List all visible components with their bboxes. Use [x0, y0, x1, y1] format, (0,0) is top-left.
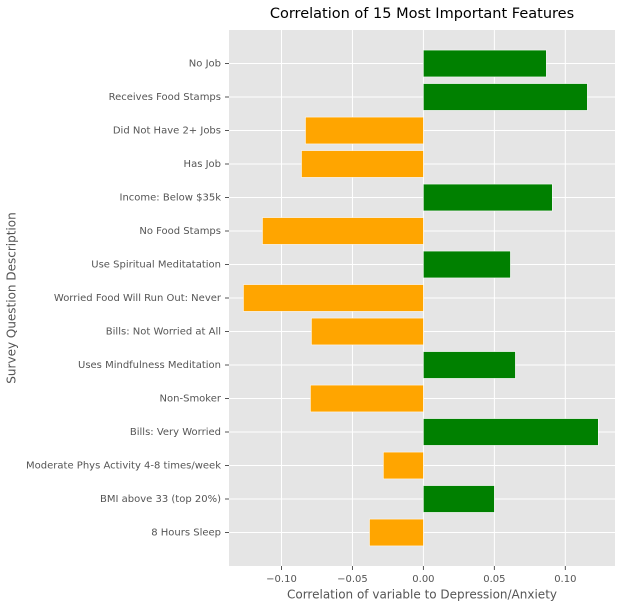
y-tick-label: 8 Hours Sleep [151, 528, 221, 539]
x-tick-label: −0.10 [266, 574, 297, 585]
y-tick-label: Receives Food Stamps [109, 92, 221, 103]
y-tick-label: Worried Food Will Run Out: Never [54, 293, 222, 304]
bar [305, 116, 424, 145]
x-tick-label: −0.05 [337, 574, 368, 585]
bar [423, 49, 547, 78]
bar [423, 351, 516, 379]
bar [262, 217, 424, 245]
y-tick-label: Moderate Phys Activity 4-8 times/week [26, 461, 221, 472]
bar [423, 83, 588, 111]
x-tick-label: 0.00 [412, 574, 434, 585]
y-tick-label: Has Job [184, 159, 221, 170]
bar [301, 150, 424, 178]
y-tick-label: Bills: Not Worried at All [106, 327, 221, 338]
x-tick-label: 0.10 [554, 574, 576, 585]
bar [423, 418, 599, 446]
y-tick-label: Did Not Have 2+ Jobs [113, 126, 221, 137]
chart-title: Correlation of 15 Most Important Feature… [270, 6, 574, 22]
y-tick-label: No Food Stamps [139, 226, 221, 237]
y-tick-label: Bills: Very Worried [130, 427, 221, 438]
bar [311, 317, 424, 346]
x-axis-label: Correlation of variable to Depression/An… [287, 588, 557, 602]
bar [423, 250, 511, 279]
bar [243, 284, 424, 312]
bar [310, 384, 424, 413]
bar [369, 518, 424, 547]
y-tick-label: BMI above 33 (top 20%) [100, 494, 221, 505]
x-tick-label: 0.05 [483, 574, 505, 585]
y-tick-label: Income: Below $35k [120, 193, 222, 204]
bar [423, 485, 495, 513]
y-tick-label: No Job [189, 59, 221, 70]
y-tick-label: Use Spiritual Meditatation [91, 260, 221, 271]
y-axis-label: Survey Question Description [5, 212, 19, 383]
y-tick-label: Non-Smoker [160, 394, 222, 405]
bar [383, 451, 424, 480]
bar [423, 183, 553, 212]
y-tick-label: Uses Mindfulness Meditation [78, 360, 221, 371]
